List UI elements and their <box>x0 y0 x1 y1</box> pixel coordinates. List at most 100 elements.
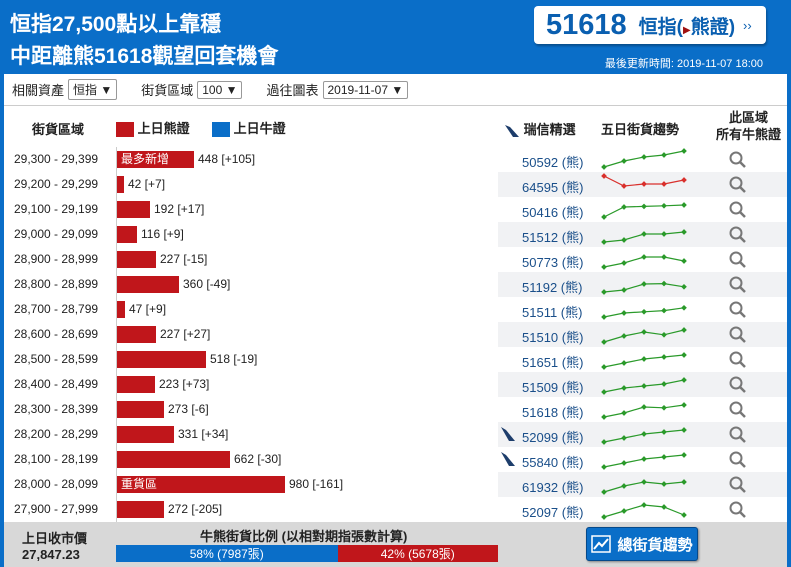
warrant-code-link[interactable]: 50773 (熊) <box>522 255 584 270</box>
ubs-logo-icon <box>501 427 515 441</box>
table-row: 28,100 - 28,199 662 [-30] 55840 (熊) <box>4 447 787 472</box>
bear-bar <box>117 351 206 368</box>
bear-bar <box>117 251 156 268</box>
warrant-code-link[interactable]: 50416 (熊) <box>522 205 584 220</box>
total-trend-label: 總街貨趨勢 <box>617 536 693 554</box>
spark-point <box>661 331 667 338</box>
warrant-code-link[interactable]: 51511 (熊) <box>522 305 583 320</box>
search-icon[interactable] <box>728 450 748 470</box>
warrant-code-link[interactable]: 51192 (熊) <box>522 280 583 295</box>
search-icon[interactable] <box>728 325 748 345</box>
zone-range: 28,900 - 28,999 <box>14 252 99 266</box>
legend-bull: 上日牛證 <box>212 118 286 138</box>
bear-bar: 重貨區 <box>117 476 285 493</box>
search-icon[interactable] <box>728 225 748 245</box>
bar-tag: 最多新增 <box>121 152 170 166</box>
bear-bar <box>117 276 179 293</box>
col-all: 此區域 所有牛熊證 <box>716 110 782 142</box>
search-icon[interactable] <box>728 475 748 495</box>
bear-count: 227 [+27] <box>160 327 211 341</box>
bear-bar <box>117 376 155 393</box>
table-row: 29,000 - 29,099 116 [+9] 51512 (熊) <box>4 222 787 247</box>
spark-point <box>681 283 687 290</box>
spark-point <box>641 329 647 335</box>
trend-chart-icon <box>591 535 612 553</box>
search-icon[interactable] <box>728 175 748 195</box>
spark-point <box>601 464 607 470</box>
warrant-code-link[interactable]: 51618 恒指(▶熊證) ›› <box>534 6 766 44</box>
zone-range: 28,600 - 28,699 <box>14 327 99 341</box>
warrant-code-link[interactable]: 51509 (熊) <box>522 380 584 395</box>
spark-point <box>601 439 607 445</box>
bear-bar <box>117 176 124 193</box>
total-trend-button[interactable]: 總街貨趨勢 <box>586 527 698 561</box>
spark-point <box>661 202 667 209</box>
column-headers: 街貨區域 上日熊證 上日牛證 瑞信精選 五日街貨趨勢 此區域 所有牛熊證 <box>4 107 787 147</box>
spark-point <box>661 152 667 158</box>
bear-bar <box>117 226 137 243</box>
spark-point <box>601 339 607 345</box>
bear-count: 192 [+17] <box>154 202 205 216</box>
warrant-code-link[interactable]: 64595 (熊) <box>522 180 584 195</box>
trend-sparkline <box>601 304 687 320</box>
trend-sparkline <box>601 327 687 345</box>
trend-sparkline <box>601 229 687 245</box>
search-icon[interactable] <box>728 425 748 445</box>
asset-select[interactable]: 恒指 ▼ <box>68 79 118 100</box>
warrant-code-link[interactable]: 55840 (熊) <box>522 455 584 470</box>
warrant-code-link[interactable]: 51512 (熊) <box>522 230 584 245</box>
warrant-code-link[interactable]: 50592 (熊) <box>522 155 584 170</box>
bear-count: 223 [+73] <box>159 377 210 391</box>
warrant-code-link[interactable]: 52099 (熊) <box>522 430 584 445</box>
spark-point <box>681 402 687 408</box>
bear-count: 47 [+9] <box>129 302 167 316</box>
search-icon[interactable] <box>728 150 748 170</box>
trend-sparkline <box>601 280 687 295</box>
table-row: 29,300 - 29,399 最多新增 448 [+105] 50592 (熊) <box>4 147 787 172</box>
last-updated: 最後更新時間: 2019-11-07 18:00 <box>604 58 763 70</box>
search-icon[interactable] <box>728 275 748 295</box>
date-select[interactable]: 2019-11-07 ▼ <box>322 80 409 99</box>
table-row: 29,100 - 29,199 192 [+17] 50416 (熊) <box>4 197 787 222</box>
spark-point <box>601 514 607 520</box>
spark-point <box>661 354 667 360</box>
spark-point <box>621 183 627 189</box>
zone-select[interactable]: 100 ▼ <box>197 80 243 99</box>
search-icon[interactable] <box>728 400 748 420</box>
zone-range: 28,800 - 28,899 <box>14 277 99 291</box>
warrant-code-link[interactable]: 51651 (熊) <box>522 355 584 370</box>
bear-count: 331 [+34] <box>178 427 229 441</box>
warrant-code-link[interactable]: 51618 (熊) <box>522 405 584 420</box>
bear-count: 42 [+7] <box>128 177 166 191</box>
spark-point <box>621 158 627 164</box>
spark-point <box>681 327 687 333</box>
warrant-code-link[interactable]: 61932 (熊) <box>522 480 584 495</box>
spark-point <box>681 352 687 358</box>
zone-range: 29,100 - 29,199 <box>14 202 99 216</box>
warrant-code-link[interactable]: 52097 (熊) <box>522 505 584 520</box>
bear-bar <box>117 326 156 343</box>
zone-range: 27,900 - 27,999 <box>14 502 99 516</box>
search-icon[interactable] <box>728 200 748 220</box>
bear-swatch <box>116 122 134 138</box>
spark-point <box>661 454 667 460</box>
spark-point <box>601 414 607 420</box>
search-icon[interactable] <box>728 300 748 320</box>
spark-point <box>661 429 667 435</box>
spark-point <box>681 202 687 208</box>
bull-ratio: 58% (7987張) <box>116 545 338 562</box>
ubs-logo-icon <box>505 124 519 137</box>
spark-point <box>621 385 627 391</box>
spark-point <box>641 502 647 508</box>
spark-point <box>661 231 667 237</box>
spark-point <box>601 164 607 170</box>
trend-sparkline <box>601 427 687 445</box>
search-icon[interactable] <box>728 350 748 370</box>
search-icon[interactable] <box>728 500 748 520</box>
warrant-code-link[interactable]: 51510 (熊) <box>522 330 584 345</box>
zone-range: 28,000 - 28,099 <box>14 477 99 491</box>
search-icon[interactable] <box>728 250 748 270</box>
search-icon[interactable] <box>728 375 748 395</box>
bar-tag: 重貨區 <box>121 477 158 491</box>
spark-point <box>621 333 627 339</box>
